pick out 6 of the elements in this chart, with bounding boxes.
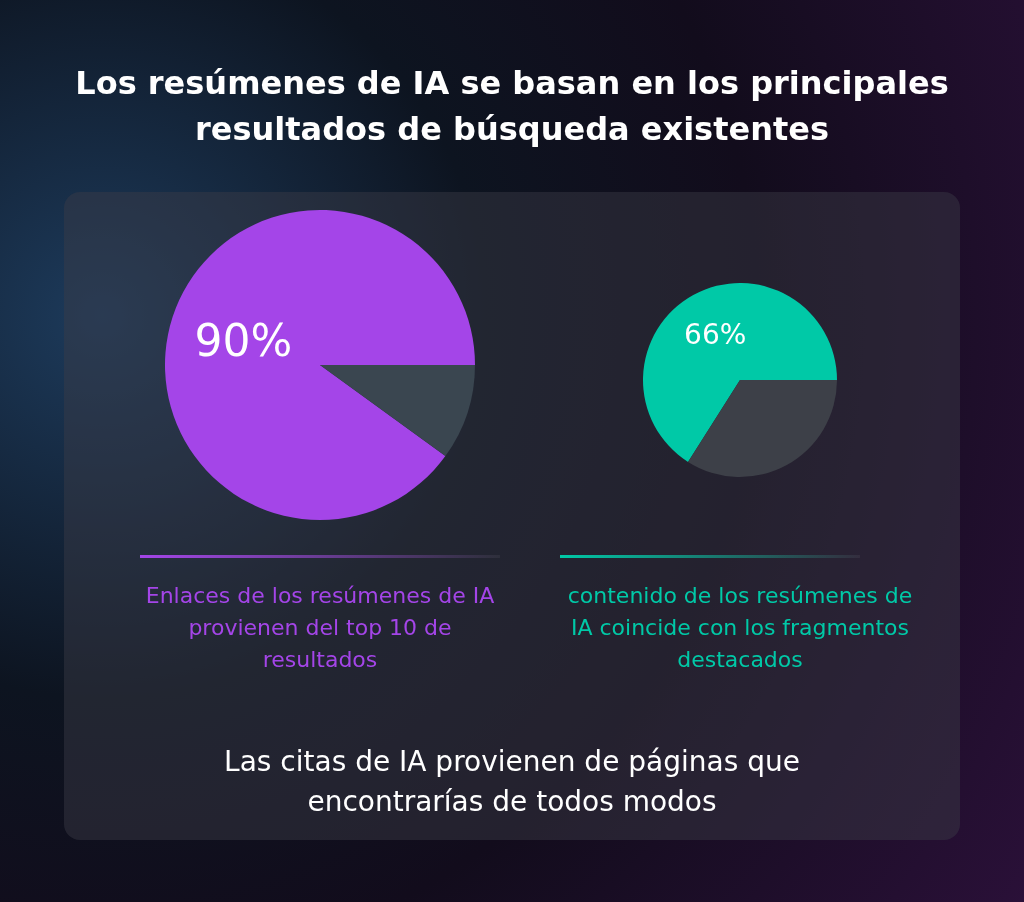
text: Enlaces de los resúmenes de IA provienen del top 10 de resultados <box>144 582 496 674</box>
data-label: 66% <box>684 318 747 352</box>
chart-title: Los resúmenes de IA se basan en los principales resultados de búsqueda existentes <box>74 63 950 150</box>
data-label: 90% <box>194 314 293 366</box>
text: Las citas de IA provienen de páginas que encontrarías de todos modos <box>223 744 801 820</box>
text: contenido de los resúmenes de IA coincide con los fragmentos destacados <box>566 582 914 674</box>
